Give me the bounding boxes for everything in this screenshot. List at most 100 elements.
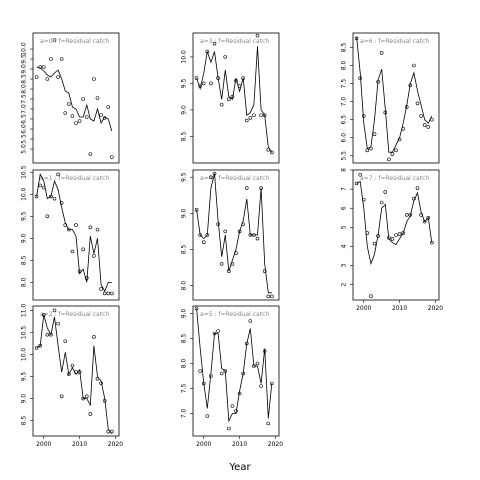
data-point bbox=[84, 276, 89, 280]
data-point bbox=[387, 157, 391, 162]
data-point bbox=[92, 335, 96, 339]
y-tick-label: 6.0 bbox=[21, 124, 28, 134]
data-point bbox=[262, 269, 267, 273]
panel-1: 8.5 9.0 9.5 10.0 a=3 : f=Residual catch bbox=[181, 32, 280, 164]
data-point bbox=[81, 396, 85, 401]
y-tick-label: 9.0 bbox=[181, 105, 188, 115]
data-point bbox=[92, 254, 96, 258]
panel-title: a=1 : f=Residual catch bbox=[40, 175, 109, 182]
data-point bbox=[209, 175, 213, 180]
data-point bbox=[372, 132, 377, 136]
data-point bbox=[244, 186, 249, 190]
y-tick-label: 10.0 bbox=[21, 187, 28, 201]
data-point bbox=[369, 146, 373, 151]
data-point bbox=[194, 306, 199, 311]
panel-title: a=6 : f=Residual catch bbox=[360, 38, 429, 45]
panel-4: 8.0 8.5 9.0 9.5 a=4 : f=Residual catch bbox=[181, 169, 280, 301]
y-tick-label: 10.5 bbox=[21, 326, 28, 340]
data-point bbox=[230, 404, 235, 408]
data-point bbox=[99, 287, 103, 291]
y-tick-label: 7.0 bbox=[21, 104, 28, 114]
data-point bbox=[106, 429, 111, 434]
data-point bbox=[77, 370, 82, 374]
data-point bbox=[38, 343, 42, 348]
data-point bbox=[41, 313, 46, 317]
data-point bbox=[59, 201, 64, 205]
data-point bbox=[219, 102, 224, 107]
data-point bbox=[397, 137, 402, 142]
data-point bbox=[248, 319, 253, 323]
fit-line bbox=[196, 46, 273, 153]
data-point bbox=[390, 152, 395, 156]
data-point bbox=[209, 374, 213, 378]
data-point bbox=[259, 113, 263, 118]
data-point bbox=[198, 369, 202, 373]
data-point bbox=[81, 97, 85, 101]
x-tick-label: 2010 bbox=[392, 305, 407, 312]
plot-frame bbox=[32, 305, 120, 437]
data-point bbox=[379, 200, 384, 205]
plot-frame bbox=[192, 305, 280, 437]
data-point bbox=[205, 49, 210, 54]
data-point bbox=[102, 116, 107, 120]
data-point bbox=[216, 76, 220, 80]
data-point bbox=[361, 114, 366, 118]
data-point bbox=[205, 414, 210, 418]
data-point bbox=[237, 229, 242, 234]
data-point bbox=[77, 269, 82, 274]
x-tick-label: 2020 bbox=[108, 441, 123, 448]
data-point bbox=[404, 105, 409, 109]
data-point bbox=[266, 294, 271, 299]
y-tick-label: 9.0 bbox=[21, 394, 28, 404]
data-point bbox=[227, 97, 231, 102]
x-tick-label: 2000 bbox=[196, 441, 211, 448]
y-tick-label: 9.0 bbox=[181, 208, 188, 218]
y-tick-label: 8 bbox=[341, 168, 348, 172]
data-point bbox=[252, 233, 256, 237]
y-tick-label: 5 bbox=[341, 225, 348, 229]
data-point bbox=[262, 113, 267, 118]
data-point bbox=[262, 349, 267, 353]
data-point bbox=[266, 421, 271, 426]
data-point bbox=[95, 96, 100, 100]
x-tick-label: 2020 bbox=[268, 441, 283, 448]
data-point bbox=[106, 105, 111, 109]
x-tick-label: 2000 bbox=[36, 441, 51, 448]
data-point bbox=[422, 123, 427, 127]
data-point bbox=[354, 181, 359, 186]
data-point bbox=[102, 398, 107, 403]
y-tick-label: 2 bbox=[341, 283, 348, 287]
data-point bbox=[59, 57, 64, 61]
data-point bbox=[34, 194, 39, 199]
data-point bbox=[354, 36, 359, 41]
data-point bbox=[212, 171, 217, 176]
data-point bbox=[241, 76, 245, 80]
panel-7: 7.0 7.5 8.0 8.5 9.0 2000 2010 2020 a=5 : f=Resid… bbox=[181, 305, 283, 448]
panel-6: 8.5 9.0 9.5 10.0 10.5 11.0 2000 2010 2020 a=2 : f… bbox=[21, 304, 124, 448]
data-point bbox=[266, 147, 271, 152]
data-point bbox=[223, 369, 228, 373]
plot-frame bbox=[192, 32, 280, 164]
data-point bbox=[45, 332, 50, 337]
data-point bbox=[67, 372, 71, 377]
y-tick-label: 8.5 bbox=[181, 244, 188, 254]
data-point bbox=[63, 223, 68, 227]
data-point bbox=[84, 394, 89, 399]
data-point bbox=[88, 412, 93, 416]
data-point bbox=[201, 81, 206, 86]
data-point bbox=[92, 77, 96, 81]
data-point bbox=[194, 207, 199, 212]
y-tick-label: 8.5 bbox=[21, 74, 28, 84]
data-point bbox=[34, 75, 39, 79]
panel-grid: 5.05.56.06.57.07.58.08.59.09.510.0a=0 : … bbox=[21, 32, 443, 448]
data-point bbox=[387, 236, 391, 240]
data-point bbox=[102, 291, 107, 296]
data-point bbox=[270, 381, 274, 386]
data-point bbox=[415, 186, 420, 190]
data-point bbox=[74, 121, 78, 125]
plot-frame bbox=[32, 32, 120, 164]
fit-line bbox=[356, 36, 433, 153]
data-point bbox=[45, 214, 50, 219]
data-point bbox=[390, 237, 395, 241]
plot-frame bbox=[32, 169, 120, 301]
